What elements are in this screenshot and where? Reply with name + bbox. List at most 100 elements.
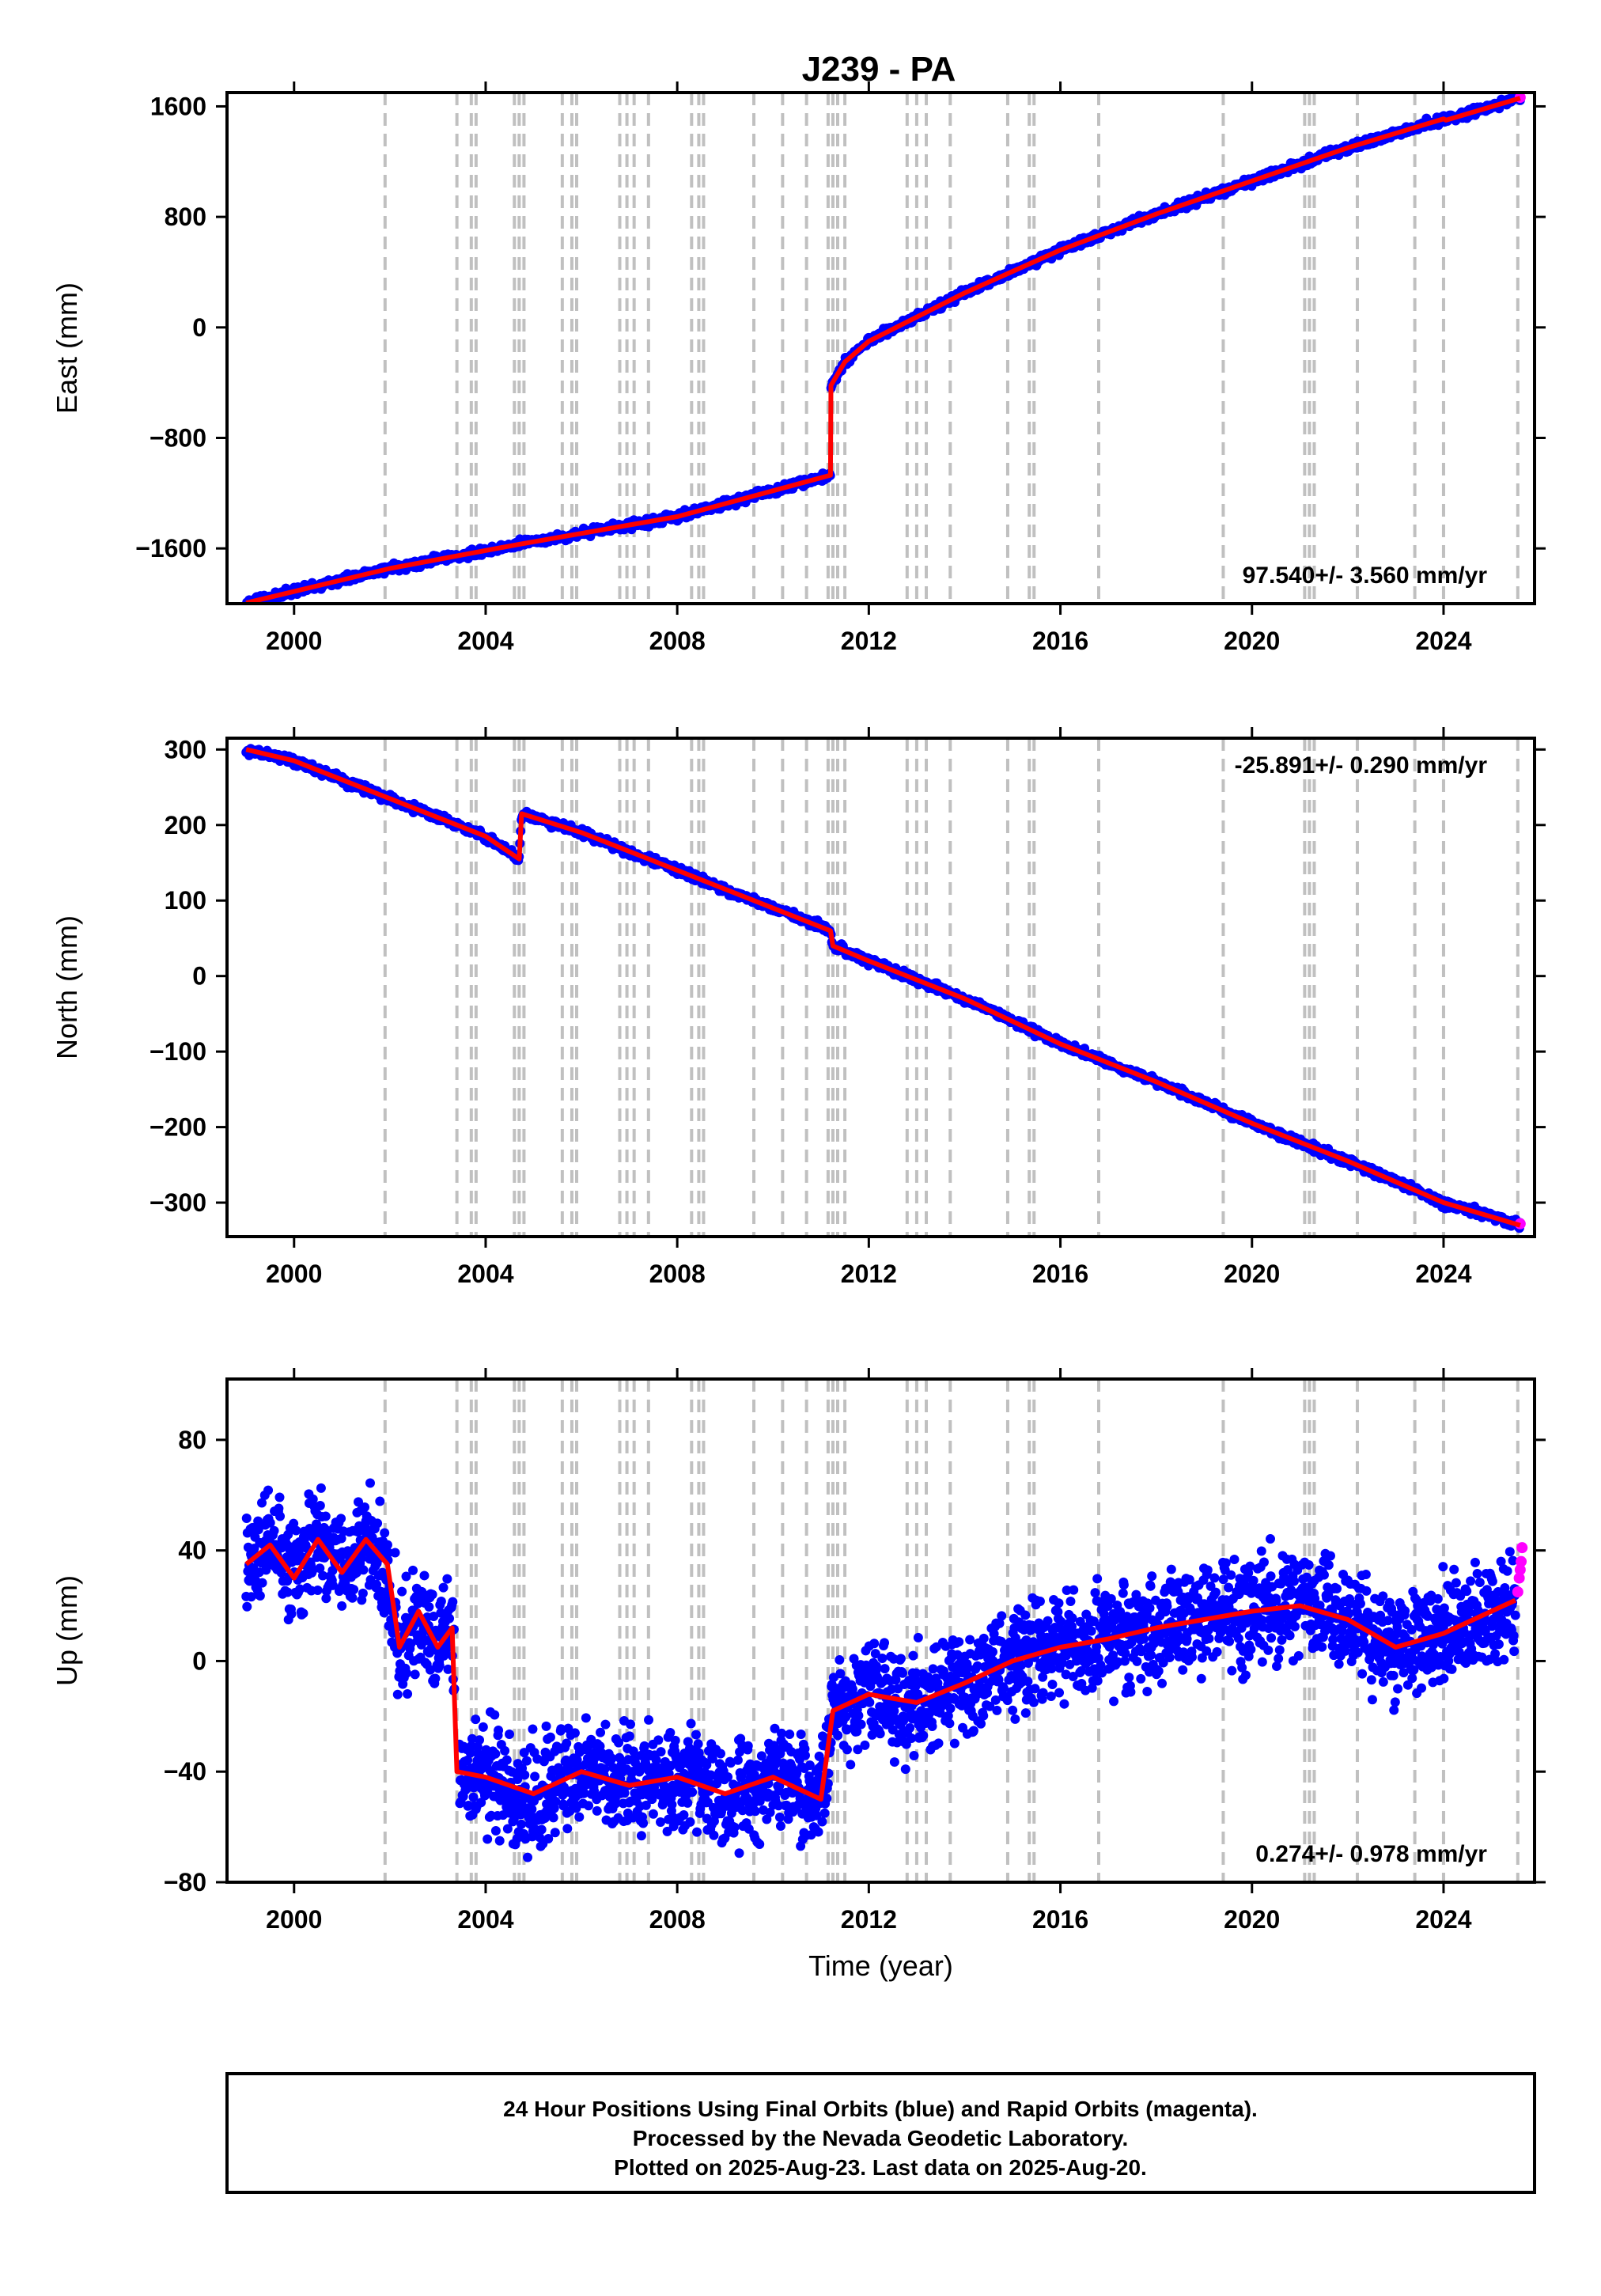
data-point <box>656 1817 666 1828</box>
data-point <box>737 1805 748 1816</box>
x-tick-label: 2012 <box>841 1260 897 1288</box>
data-point <box>467 1733 477 1744</box>
x-tick-label: 2004 <box>457 627 513 655</box>
x-tick-label: 2004 <box>457 1260 513 1288</box>
data-point <box>298 1608 308 1619</box>
data-point <box>442 1574 452 1584</box>
data-point <box>372 1579 382 1589</box>
data-point <box>516 1819 526 1829</box>
data-point <box>667 1799 677 1809</box>
data-point <box>592 1805 602 1816</box>
data-point <box>502 1824 513 1834</box>
data-point <box>257 1578 267 1588</box>
data-point <box>448 1597 458 1607</box>
data-point <box>380 1528 390 1538</box>
y-tick-label: 300 <box>165 735 206 763</box>
y-tick-label: 0 <box>192 962 206 991</box>
data-point <box>743 1741 753 1751</box>
data-point <box>729 1822 740 1832</box>
chart-title: J239 - PA <box>802 50 956 89</box>
data-point <box>813 1827 823 1837</box>
data-point <box>261 1565 271 1575</box>
data-point <box>505 1730 515 1740</box>
data-point <box>693 1739 703 1749</box>
data-point <box>596 1727 606 1737</box>
rate-annotation: 97.540+/- 3.560 mm/yr <box>1243 563 1488 589</box>
y-tick-label: 800 <box>165 203 206 231</box>
plot-frame <box>225 91 1536 605</box>
data-point <box>445 1613 455 1623</box>
data-point <box>257 1498 267 1508</box>
y-tick-label: −100 <box>150 1037 206 1066</box>
y-axis-label: North (mm) <box>51 915 83 1059</box>
data-point <box>792 1768 802 1779</box>
data-point <box>373 1518 383 1529</box>
data-point <box>360 1502 370 1513</box>
data-point <box>408 1565 418 1575</box>
y-tick-label: −200 <box>150 1113 206 1142</box>
data-point <box>253 1525 263 1535</box>
data-point <box>556 1724 566 1734</box>
data-point <box>315 1563 325 1574</box>
data-point <box>312 1585 323 1595</box>
data-point <box>707 1753 717 1764</box>
data-point <box>530 1771 540 1782</box>
data-point <box>687 1787 698 1798</box>
data-point <box>812 1810 822 1821</box>
data-point <box>419 1570 430 1581</box>
data-point <box>653 1735 664 1745</box>
x-tick-label: 2024 <box>1415 627 1471 655</box>
data-point <box>774 1801 784 1811</box>
data-point <box>545 1732 555 1742</box>
model-line <box>245 96 1521 604</box>
data-point <box>692 1827 702 1837</box>
data-point <box>755 1839 765 1850</box>
data-point <box>427 1589 437 1600</box>
data-point <box>434 1660 445 1670</box>
plot-area <box>241 738 1526 1237</box>
data-point <box>246 1592 256 1602</box>
y-tick-label: −300 <box>150 1188 206 1217</box>
data-point <box>483 1834 493 1844</box>
x-tick-label: 2012 <box>841 627 897 655</box>
data-point <box>723 1771 733 1782</box>
x-tick-label: 2020 <box>1224 627 1280 655</box>
data-point <box>638 1818 649 1828</box>
plot-frame <box>225 737 1536 1238</box>
data-point <box>476 1798 486 1808</box>
data-point <box>785 1730 795 1740</box>
data-point <box>403 1689 413 1699</box>
data-point <box>536 1824 547 1835</box>
east-panel: 2000 2004 2008 2012 2016 2020 2024−1600−800080… <box>51 81 1546 655</box>
data-point <box>308 1494 318 1504</box>
data-point <box>242 1601 252 1612</box>
x-tick-label: 2000 <box>266 1260 322 1288</box>
data-point <box>641 1800 651 1810</box>
data-point <box>347 1593 358 1603</box>
data-point <box>662 1826 672 1836</box>
data-point <box>263 1485 274 1495</box>
data-point <box>327 1566 338 1576</box>
data-point <box>354 1497 364 1507</box>
final-orbit-points <box>242 93 1525 604</box>
data-point <box>600 1764 610 1775</box>
data-point <box>775 1821 785 1832</box>
data-point <box>558 1801 569 1811</box>
data-point <box>734 1848 744 1858</box>
data-point <box>715 1749 725 1759</box>
data-point <box>392 1689 403 1699</box>
data-point <box>336 1533 346 1544</box>
data-point <box>639 1741 649 1751</box>
data-point <box>424 1602 434 1612</box>
data-point <box>679 1809 689 1820</box>
data-point <box>401 1668 411 1678</box>
data-point <box>513 1774 523 1784</box>
data-point <box>709 1830 719 1840</box>
y-tick-label: −800 <box>150 423 206 452</box>
y-tick-label: 1600 <box>150 92 206 120</box>
north-panel: 2000 2004 2008 2012 2016 2020 2024−300−200−100… <box>51 727 1546 1288</box>
data-point <box>528 1724 538 1734</box>
data-point <box>241 1513 252 1523</box>
y-tick-label: 200 <box>165 811 206 839</box>
data-point <box>316 1483 326 1493</box>
